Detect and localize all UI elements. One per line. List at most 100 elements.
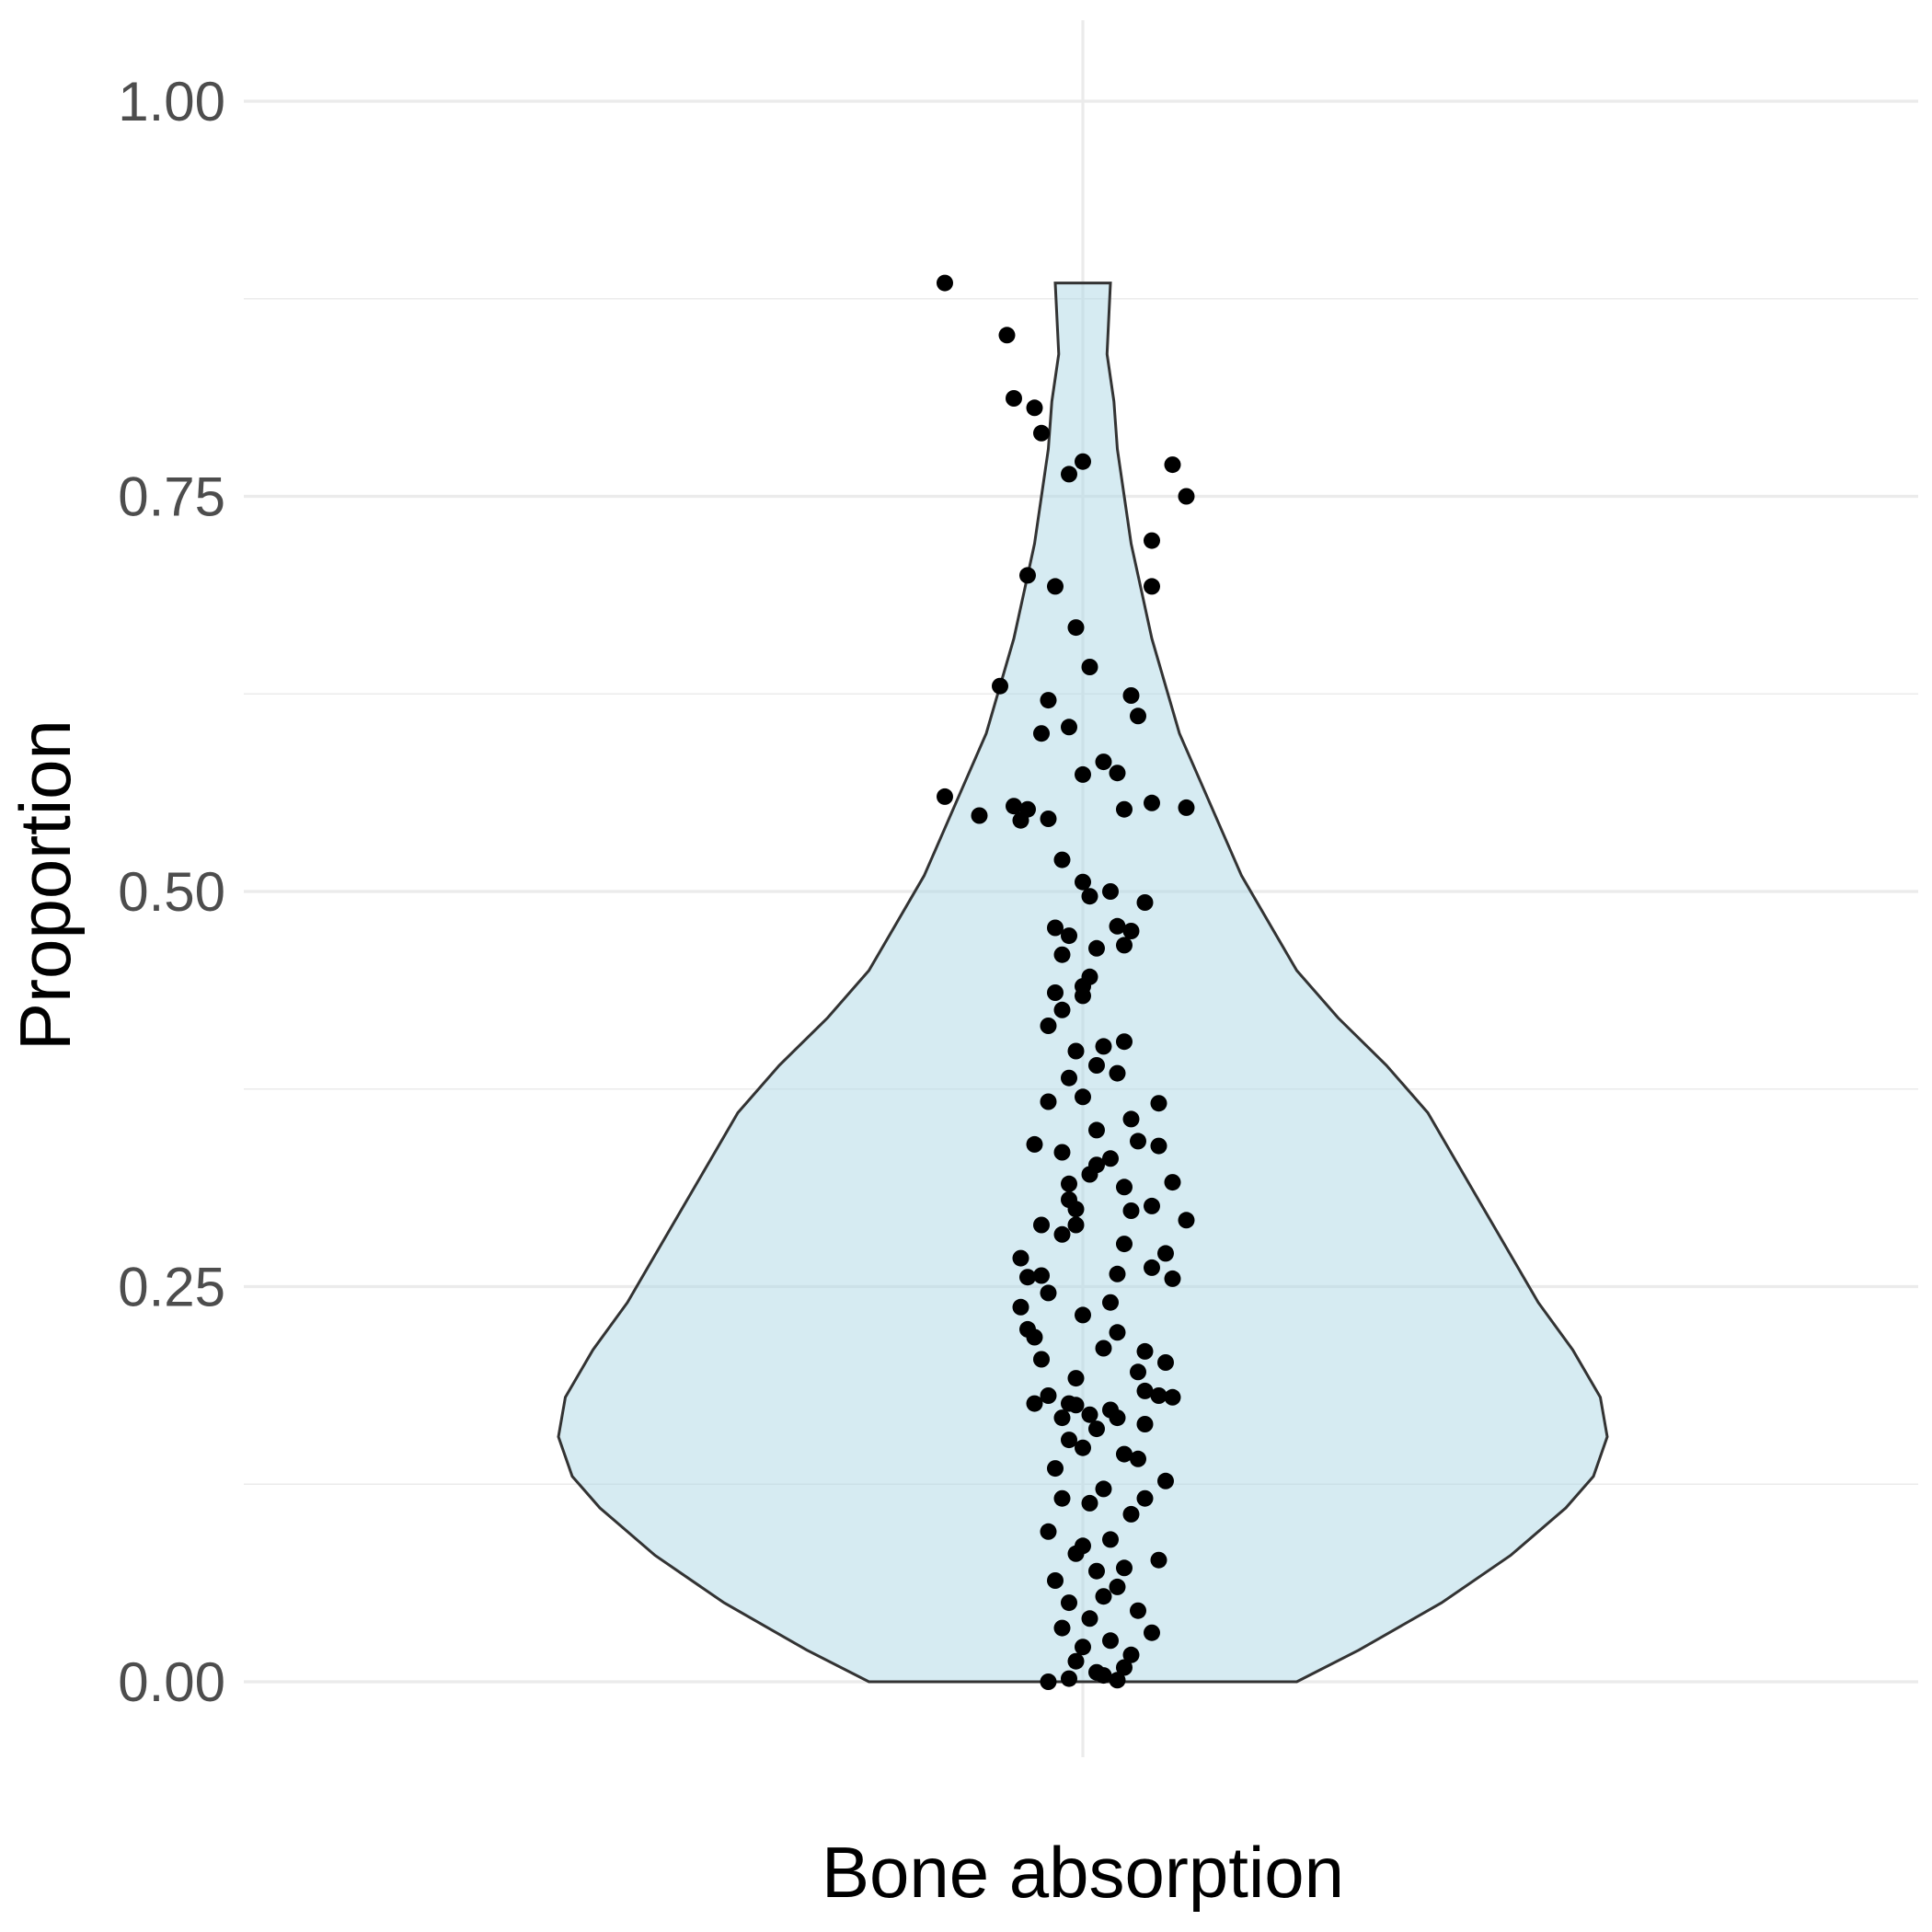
data-point — [1075, 1639, 1091, 1656]
data-point — [1130, 1450, 1146, 1467]
data-point — [1033, 725, 1050, 742]
data-point — [992, 677, 1008, 695]
data-point — [1178, 799, 1195, 816]
data-point — [1040, 1387, 1057, 1404]
y-tick-label: 0.25 — [118, 1257, 225, 1318]
data-point — [1053, 1144, 1071, 1161]
data-point — [1067, 1545, 1085, 1562]
data-point — [937, 274, 953, 292]
data-point — [1040, 1018, 1057, 1034]
data-point — [998, 327, 1016, 344]
data-point — [1047, 1572, 1064, 1589]
data-point — [1040, 692, 1057, 709]
data-point — [1095, 1038, 1112, 1055]
data-point — [1075, 1306, 1091, 1324]
data-point — [1157, 1354, 1174, 1371]
data-point — [1075, 765, 1091, 783]
data-point — [1102, 1150, 1119, 1167]
data-point — [1116, 1033, 1133, 1051]
data-point — [1067, 1201, 1085, 1218]
data-point — [1033, 1351, 1050, 1368]
data-point — [1150, 1387, 1167, 1404]
data-point — [1130, 1133, 1146, 1150]
y-tick-label: 0.50 — [118, 861, 225, 923]
data-point — [1095, 1588, 1112, 1605]
data-point — [1019, 1269, 1036, 1286]
data-point — [1144, 1197, 1160, 1214]
data-point — [1040, 1673, 1057, 1690]
data-point — [1088, 1420, 1105, 1438]
data-point — [1088, 1057, 1105, 1074]
y-tick-label: 0.75 — [118, 466, 225, 528]
data-point — [1040, 1093, 1057, 1110]
data-point — [1061, 927, 1077, 945]
data-point — [1136, 894, 1154, 911]
data-point — [1075, 987, 1091, 1005]
data-point — [1081, 1406, 1098, 1423]
data-point — [1109, 1064, 1126, 1082]
data-point — [1150, 1095, 1167, 1112]
data-point — [1102, 1294, 1119, 1311]
data-point — [1150, 1551, 1167, 1569]
data-point — [1081, 1610, 1098, 1627]
data-point — [1102, 1632, 1119, 1650]
data-point — [1102, 1531, 1119, 1548]
data-point — [1075, 1439, 1091, 1456]
data-point — [1157, 1245, 1174, 1262]
data-point — [1144, 1624, 1160, 1641]
data-point — [1067, 1397, 1085, 1414]
data-point — [1157, 1472, 1174, 1489]
data-point — [1061, 1069, 1077, 1087]
data-point — [1088, 939, 1105, 957]
data-point — [1109, 1265, 1126, 1282]
data-point — [1178, 488, 1195, 505]
data-point — [1067, 619, 1085, 637]
data-point — [1026, 1135, 1043, 1153]
data-point — [1081, 888, 1098, 905]
data-point — [1130, 1363, 1146, 1381]
data-point — [1006, 798, 1022, 815]
data-point — [1012, 1298, 1029, 1316]
data-point — [1116, 1559, 1133, 1577]
data-point — [1164, 1388, 1181, 1406]
data-point — [1067, 1216, 1085, 1234]
data-point — [1109, 1672, 1126, 1689]
data-point — [1144, 578, 1160, 595]
data-point — [1053, 1225, 1071, 1243]
data-point — [1150, 1137, 1167, 1155]
data-point — [1075, 1088, 1091, 1106]
data-point — [1075, 873, 1091, 891]
data-point — [1178, 1212, 1195, 1229]
data-point — [1144, 532, 1160, 549]
y-tick-label: 1.00 — [118, 71, 225, 132]
data-point — [1047, 984, 1064, 1001]
data-point — [1144, 794, 1160, 811]
data-point — [1088, 1121, 1105, 1139]
data-point — [1164, 456, 1181, 474]
data-point — [1075, 453, 1091, 470]
points-layer — [937, 274, 1195, 1690]
data-point — [1061, 1175, 1077, 1192]
data-point — [1081, 1166, 1098, 1183]
data-point — [1164, 1270, 1181, 1287]
x-tick-labels: Bone absorption — [822, 1832, 1344, 1913]
data-point — [1061, 1670, 1077, 1687]
data-point — [1047, 919, 1064, 937]
data-point — [1109, 917, 1126, 935]
data-point — [1095, 753, 1112, 771]
data-point — [1122, 687, 1140, 704]
data-point — [1053, 1409, 1071, 1427]
data-point — [1109, 1409, 1126, 1427]
data-point — [937, 788, 953, 805]
data-point — [1164, 1174, 1181, 1191]
data-point — [1053, 946, 1071, 963]
data-point — [1033, 1216, 1050, 1234]
data-point — [1061, 1594, 1077, 1612]
data-point — [1095, 1667, 1112, 1685]
data-point — [1122, 1110, 1140, 1128]
data-point — [1136, 1416, 1154, 1432]
data-point — [1061, 1432, 1077, 1449]
data-point — [1095, 1480, 1112, 1498]
y-tick-labels: 0.00 0.25 0.50 0.75 1.00 — [118, 71, 225, 1713]
data-point — [1033, 424, 1050, 442]
